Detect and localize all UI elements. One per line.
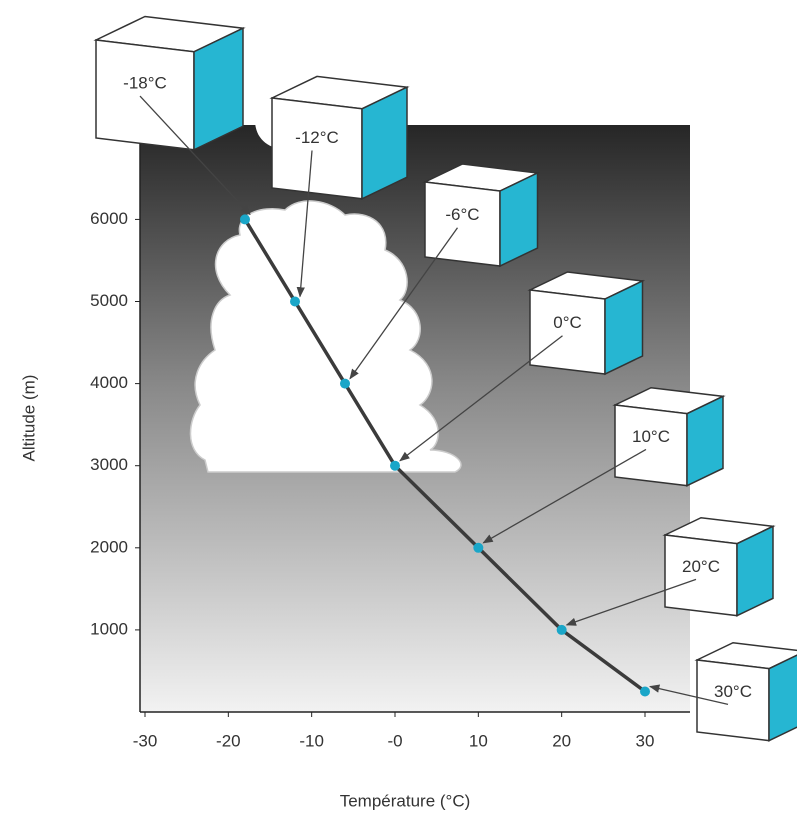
y-tick-label: 2000	[90, 537, 128, 556]
x-tick-label: 20	[552, 731, 571, 750]
y-tick-label: 5000	[90, 291, 128, 310]
point	[240, 214, 250, 224]
point	[640, 686, 650, 696]
point-annotation: 10°C	[632, 427, 670, 446]
x-tick-label: -10	[299, 731, 324, 750]
y-tick-label: 3000	[90, 455, 128, 474]
point-annotation: 20°C	[682, 557, 720, 576]
point-annotation: 30°C	[714, 682, 752, 701]
cube-front	[272, 98, 362, 199]
point	[390, 461, 400, 471]
y-tick-label: 4000	[90, 373, 128, 392]
point	[290, 297, 300, 307]
point	[340, 379, 350, 389]
y-axis-label: Altitude (m)	[19, 375, 38, 462]
point	[557, 625, 567, 635]
y-tick-label: 6000	[90, 209, 128, 228]
x-tick-label: 10	[469, 731, 488, 750]
point-annotation: 0°C	[553, 313, 582, 332]
x-tick-label: -0	[387, 731, 402, 750]
x-tick-label: -30	[133, 731, 158, 750]
chart: Température (°C) Altitude (m) -30 -20 -10 -…	[0, 0, 797, 816]
point-annotation: -18°C	[123, 74, 167, 93]
y-tick-label: 1000	[90, 619, 128, 638]
point-annotation: -12°C	[295, 128, 339, 147]
x-axis-label: Température (°C)	[340, 791, 471, 810]
x-tick-label: 30	[636, 731, 655, 750]
x-tick-label: -20	[216, 731, 241, 750]
cube-front	[96, 40, 194, 150]
point-annotation: -6°C	[445, 205, 479, 224]
point	[473, 543, 483, 553]
